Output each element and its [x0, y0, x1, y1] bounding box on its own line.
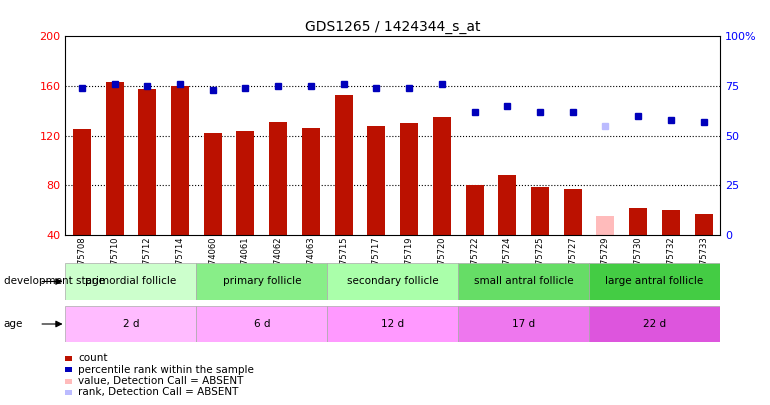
- Bar: [105, 82, 123, 235]
- Bar: [695, 214, 712, 235]
- Bar: [629, 208, 647, 235]
- Bar: [171, 86, 189, 235]
- Bar: [204, 133, 222, 235]
- Bar: [367, 126, 385, 235]
- Bar: [466, 185, 484, 235]
- Text: development stage: development stage: [4, 277, 105, 286]
- Text: value, Detection Call = ABSENT: value, Detection Call = ABSENT: [78, 376, 243, 386]
- Text: 2 d: 2 d: [122, 319, 139, 329]
- Text: secondary follicle: secondary follicle: [347, 277, 438, 286]
- Bar: [335, 95, 353, 235]
- Bar: [327, 306, 458, 342]
- Text: large antral follicle: large antral follicle: [605, 277, 704, 286]
- Bar: [564, 189, 581, 235]
- Bar: [498, 175, 516, 235]
- Bar: [236, 131, 254, 235]
- Text: 17 d: 17 d: [512, 319, 535, 329]
- Bar: [65, 263, 196, 300]
- Text: primary follicle: primary follicle: [223, 277, 301, 286]
- Bar: [270, 122, 287, 235]
- Bar: [139, 89, 156, 235]
- Text: primordial follicle: primordial follicle: [85, 277, 176, 286]
- Text: rank, Detection Call = ABSENT: rank, Detection Call = ABSENT: [78, 388, 239, 397]
- Bar: [531, 187, 549, 235]
- Bar: [433, 117, 450, 235]
- Bar: [589, 263, 720, 300]
- Bar: [589, 306, 720, 342]
- Bar: [327, 263, 458, 300]
- Text: 12 d: 12 d: [381, 319, 404, 329]
- Bar: [458, 306, 589, 342]
- Bar: [458, 263, 589, 300]
- Bar: [196, 306, 327, 342]
- Text: 22 d: 22 d: [643, 319, 666, 329]
- Bar: [662, 210, 680, 235]
- Bar: [65, 306, 196, 342]
- Bar: [196, 263, 327, 300]
- Text: percentile rank within the sample: percentile rank within the sample: [78, 365, 254, 375]
- Bar: [597, 216, 614, 235]
- Text: count: count: [78, 354, 108, 363]
- Text: age: age: [4, 319, 23, 329]
- Title: GDS1265 / 1424344_s_at: GDS1265 / 1424344_s_at: [305, 20, 480, 34]
- Bar: [73, 130, 91, 235]
- Text: small antral follicle: small antral follicle: [474, 277, 574, 286]
- Bar: [400, 123, 418, 235]
- Text: 6 d: 6 d: [253, 319, 270, 329]
- Bar: [302, 128, 320, 235]
